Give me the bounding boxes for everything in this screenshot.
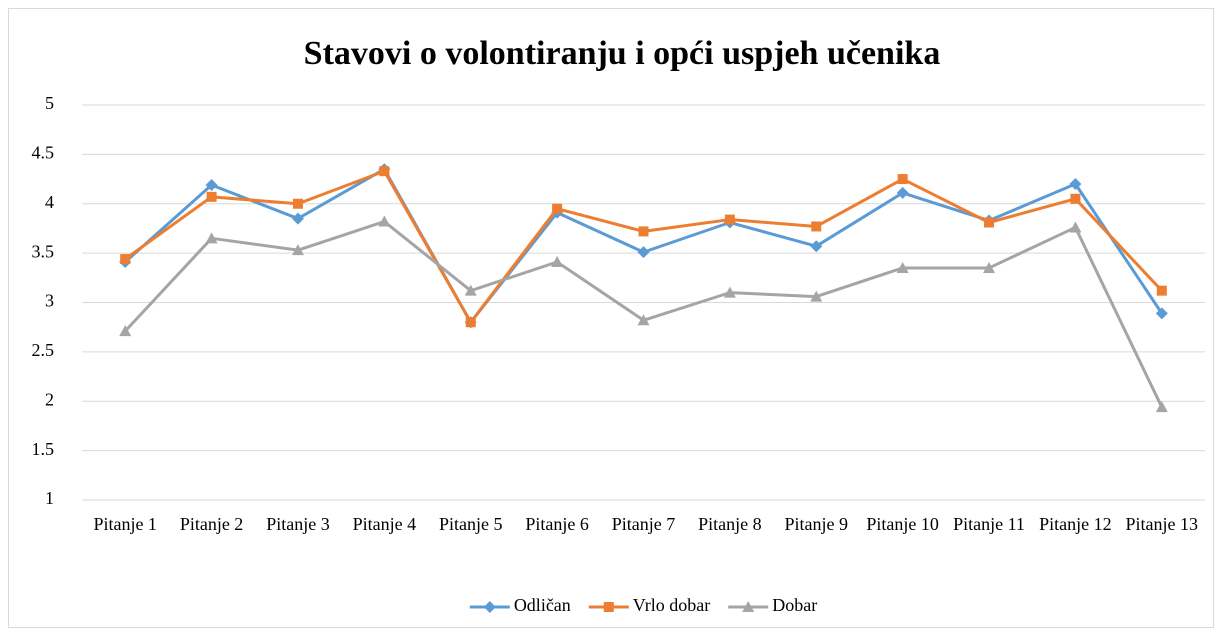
marker bbox=[483, 601, 496, 613]
marker bbox=[810, 290, 823, 302]
y-tick-label: 1.5 bbox=[32, 439, 55, 459]
marker bbox=[292, 198, 303, 209]
marker bbox=[638, 226, 649, 237]
legend-label: Odličan bbox=[514, 595, 571, 615]
marker bbox=[464, 284, 477, 296]
marker bbox=[637, 314, 650, 326]
marker bbox=[983, 261, 996, 273]
marker bbox=[603, 602, 614, 612]
marker bbox=[742, 601, 755, 612]
marker bbox=[119, 325, 132, 337]
x-tick-label: Pitanje 3 bbox=[266, 514, 330, 534]
legend-label: Dobar bbox=[772, 595, 817, 615]
marker bbox=[378, 215, 391, 227]
marker bbox=[1069, 221, 1082, 233]
x-tick-label: Pitanje 8 bbox=[698, 514, 762, 534]
x-tick-label: Pitanje 13 bbox=[1126, 514, 1199, 534]
x-tick-label: Pitanje 10 bbox=[866, 514, 939, 534]
marker bbox=[291, 244, 304, 256]
marker bbox=[811, 221, 822, 232]
marker bbox=[896, 186, 909, 199]
x-tick-label: Pitanje 9 bbox=[785, 514, 849, 534]
x-tick-label: Pitanje 11 bbox=[953, 514, 1025, 534]
y-tick-label: 4 bbox=[45, 192, 54, 212]
marker bbox=[637, 246, 650, 259]
legend: Odličan Vrlo dobar Dobar bbox=[469, 595, 817, 615]
y-tick-label: 1 bbox=[45, 488, 54, 508]
y-tick-label: 3 bbox=[45, 291, 54, 311]
y-tick-label: 2.5 bbox=[32, 340, 55, 360]
marker bbox=[897, 174, 908, 185]
marker bbox=[120, 254, 131, 265]
marker bbox=[551, 256, 564, 268]
marker bbox=[1070, 193, 1081, 204]
legend-label: Vrlo dobar bbox=[633, 595, 710, 615]
x-tick-label: Pitanje 4 bbox=[353, 514, 417, 534]
x-tick-label: Pitanje 12 bbox=[1039, 514, 1112, 534]
marker bbox=[552, 203, 563, 214]
marker bbox=[896, 261, 909, 273]
chart-title: Stavovi o volontiranju i opći uspjeh uče… bbox=[304, 35, 941, 72]
marker bbox=[1155, 401, 1168, 413]
marker bbox=[1155, 307, 1168, 320]
x-tick-label: Pitanje 7 bbox=[612, 514, 676, 534]
y-tick-label: 4.5 bbox=[32, 143, 55, 163]
x-tick-label: Pitanje 1 bbox=[93, 514, 157, 534]
marker bbox=[984, 217, 995, 228]
marker bbox=[1069, 178, 1082, 190]
chart-border bbox=[8, 8, 1214, 628]
marker bbox=[724, 214, 735, 225]
marker bbox=[465, 317, 476, 328]
marker bbox=[1156, 285, 1167, 296]
x-tick-label: Pitanje 6 bbox=[525, 514, 589, 534]
marker bbox=[205, 232, 218, 244]
marker bbox=[205, 178, 218, 191]
marker bbox=[379, 166, 390, 177]
x-tick-label: Pitanje 5 bbox=[439, 514, 503, 534]
y-tick-label: 5 bbox=[45, 93, 54, 113]
y-tick-label: 2 bbox=[45, 389, 54, 409]
marker bbox=[291, 212, 304, 225]
x-tick-label: Pitanje 2 bbox=[180, 514, 244, 534]
marker bbox=[810, 240, 823, 253]
marker bbox=[723, 286, 736, 298]
y-tick-label: 3.5 bbox=[32, 241, 55, 261]
marker bbox=[206, 191, 217, 202]
